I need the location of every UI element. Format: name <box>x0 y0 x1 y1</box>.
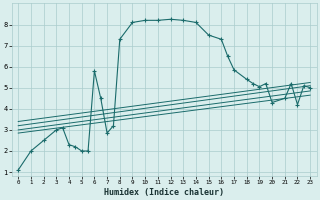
X-axis label: Humidex (Indice chaleur): Humidex (Indice chaleur) <box>104 188 224 197</box>
